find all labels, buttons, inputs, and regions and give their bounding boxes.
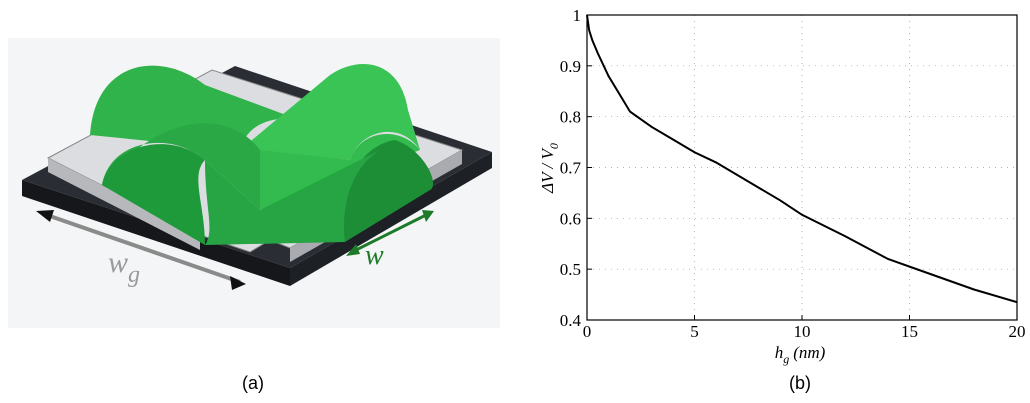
x-axis-label: hg (nm) <box>775 343 826 366</box>
caption: (b) <box>789 373 811 393</box>
y-label-sub: 0 <box>547 143 561 149</box>
wg-label-sub: g <box>128 262 140 288</box>
y-axis-label: ΔV / V0 <box>538 143 561 194</box>
y-tick-label: 0.4 <box>560 311 582 330</box>
x-label-unit: (nm) <box>793 343 825 362</box>
wg-label-main: w <box>108 246 128 279</box>
x-tick-label: 10 <box>794 322 811 341</box>
y-tick-label: 0.6 <box>560 209 581 228</box>
y-tick-label: 1 <box>573 6 582 25</box>
figure: wg w (a) (b) hg(nm) ΔV / V0 0.40.50.60.7… <box>0 0 1030 403</box>
line-series <box>587 15 1017 302</box>
y-tick-label: 0.9 <box>560 57 581 76</box>
illustration: wg w <box>8 38 500 328</box>
y-tick-label: 0.8 <box>560 108 581 127</box>
x-tick-label: 0 <box>583 322 592 341</box>
x-label-sub: g <box>783 352 789 366</box>
plot-frame <box>587 15 1017 320</box>
w-label: w <box>365 240 384 271</box>
y-label-main: ΔV / V <box>538 147 557 194</box>
x-label-main: h <box>775 343 784 362</box>
x-tick-label: 20 <box>1009 322 1026 341</box>
x-tick-label: 15 <box>901 322 918 341</box>
x-tick-label: 5 <box>690 322 699 341</box>
y-tick-label: 0.7 <box>560 159 582 178</box>
y-tick-label: 0.5 <box>560 260 581 279</box>
caption: (a) <box>242 373 264 393</box>
